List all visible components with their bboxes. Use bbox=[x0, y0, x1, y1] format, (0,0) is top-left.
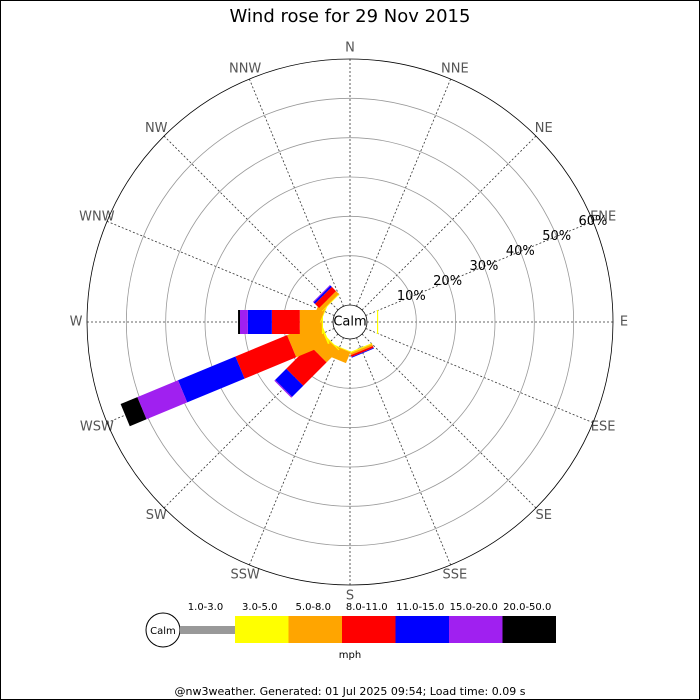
direction-label: SE bbox=[536, 508, 552, 523]
direction-label: N bbox=[345, 41, 355, 56]
ring-label: 40% bbox=[506, 244, 535, 259]
legend-label: 8.0-11.0 bbox=[346, 602, 388, 613]
direction-label: SW bbox=[146, 508, 167, 523]
ring bbox=[86, 58, 614, 586]
legend-swatch bbox=[502, 616, 556, 643]
spoke bbox=[361, 135, 537, 311]
direction-label: WNW bbox=[79, 210, 115, 225]
wind-segment bbox=[349, 343, 373, 354]
legend-label: 5.0-8.0 bbox=[296, 602, 331, 613]
legend-swatch bbox=[342, 616, 396, 643]
direction-label: NNW bbox=[229, 61, 261, 76]
wind-segment bbox=[357, 345, 364, 349]
wind-segment bbox=[313, 285, 332, 304]
wind-segment bbox=[137, 380, 188, 420]
ring-label: 20% bbox=[433, 274, 462, 289]
direction-label: ENE bbox=[590, 210, 616, 225]
footer: @nw3weather. Generated: 01 Jul 2025 09:5… bbox=[175, 685, 526, 698]
spoke bbox=[106, 220, 335, 316]
legend-label: 11.0-15.0 bbox=[396, 602, 444, 613]
direction-label: E bbox=[620, 315, 628, 330]
direction-label: NW bbox=[145, 121, 168, 136]
wind-segment bbox=[286, 345, 327, 386]
legend-swatch bbox=[288, 616, 342, 643]
spoke bbox=[361, 333, 537, 509]
direction-label: W bbox=[70, 315, 83, 330]
spoke bbox=[248, 337, 344, 566]
wind-segment bbox=[240, 310, 248, 334]
wind-segment bbox=[238, 310, 241, 334]
wind-segment bbox=[247, 310, 272, 334]
legend-calm-label: Calm bbox=[150, 626, 176, 637]
direction-label: ESE bbox=[591, 419, 616, 434]
wind-segment bbox=[120, 397, 147, 427]
legend-label: 3.0-5.0 bbox=[242, 602, 277, 613]
wind-segment bbox=[312, 284, 331, 303]
wind-segment bbox=[275, 368, 304, 397]
wind-segment bbox=[271, 310, 300, 334]
wind-segment bbox=[349, 344, 373, 356]
spoke bbox=[356, 337, 452, 566]
wind-segment bbox=[351, 347, 374, 358]
wind-segment bbox=[319, 291, 339, 311]
direction-label: WSW bbox=[80, 419, 114, 434]
unit-label: mph bbox=[339, 650, 361, 661]
ring bbox=[125, 97, 575, 547]
legend-swatch bbox=[235, 616, 289, 643]
legend-label: 1.0-3.0 bbox=[188, 602, 223, 613]
direction-label: NNE bbox=[441, 61, 469, 76]
wind-segment bbox=[178, 356, 245, 403]
direction-label: SSW bbox=[230, 568, 260, 583]
ring-label: 60% bbox=[579, 214, 608, 229]
legend-swatch bbox=[180, 626, 235, 634]
spoke bbox=[163, 135, 339, 311]
legend-label: 15.0-20.0 bbox=[450, 602, 498, 613]
ring bbox=[204, 176, 496, 468]
spoke bbox=[365, 220, 594, 316]
spoke bbox=[248, 78, 344, 307]
wind-segment bbox=[377, 310, 379, 334]
ring bbox=[165, 137, 535, 507]
wind-segment bbox=[350, 345, 374, 357]
wind-segment bbox=[235, 335, 297, 379]
calm-label: Calm bbox=[333, 315, 366, 330]
direction-label: NE bbox=[535, 121, 553, 136]
ring-label: 10% bbox=[397, 289, 426, 304]
spoke bbox=[356, 78, 452, 307]
direction-label: SSE bbox=[442, 568, 467, 583]
chart-title: Wind rose for 29 Nov 2015 bbox=[230, 6, 471, 27]
direction-label: S bbox=[346, 589, 354, 604]
wind-segment bbox=[321, 293, 340, 312]
spoke bbox=[365, 328, 594, 424]
legend-swatch bbox=[395, 616, 449, 643]
ring-label: 30% bbox=[470, 259, 499, 274]
ring-label: 50% bbox=[542, 229, 571, 244]
wind-segment bbox=[314, 286, 337, 309]
legend-swatch bbox=[449, 616, 503, 643]
legend-label: 20.0-50.0 bbox=[503, 602, 551, 613]
wind-segment bbox=[274, 379, 293, 398]
calm-circle bbox=[332, 304, 368, 340]
